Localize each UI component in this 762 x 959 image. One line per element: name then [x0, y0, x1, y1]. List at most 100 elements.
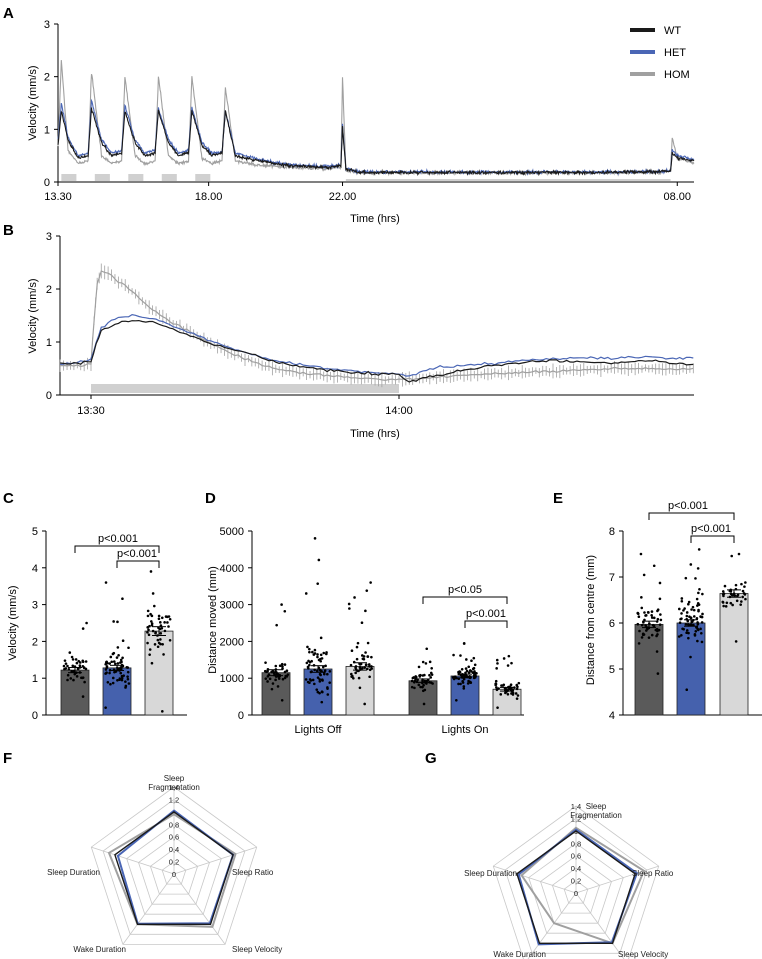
panel-c-data-point [63, 659, 67, 662]
panel-c-data-point [75, 661, 79, 665]
panel-d-data-point [271, 682, 275, 685]
panel-d-data-point [366, 655, 370, 658]
panel-label-f: F [3, 750, 12, 767]
panel-d-data-point [328, 681, 332, 684]
panel-c-y-tick-label: 5 [32, 526, 38, 538]
panel-d-data-point [517, 681, 521, 685]
panel-d-data-point [281, 665, 284, 668]
panel-c-y-tick-label: 4 [32, 563, 38, 575]
panel-e-y-tick-label: 8 [609, 526, 615, 538]
panel-c-data-point [166, 615, 169, 619]
panel-c-data-point [68, 651, 72, 654]
panel-d-data-point [413, 686, 416, 690]
panel-e-data-point [729, 601, 733, 605]
panel-d-data-point [311, 678, 315, 682]
panel-c-bar-wt [60, 669, 90, 716]
panel-g-grid-ring [504, 817, 648, 954]
panel-d-data-point [510, 692, 514, 695]
panel-f-grid-ring [138, 836, 210, 905]
panel-d-significance-bracket [464, 620, 508, 628]
panel-c-data-point [120, 676, 124, 680]
panel-d-data-point [504, 691, 507, 695]
panel-d-data-point [364, 663, 368, 667]
panel-e-p-value-2: p<0.001 [691, 523, 731, 535]
panel-f-grid-spoke [91, 846, 175, 875]
panel-e-significance-bracket [690, 535, 735, 543]
panel-d-data-point [418, 674, 421, 677]
panel-c-data-point [149, 612, 152, 616]
panel-e-data-point [684, 623, 688, 626]
panel-e-data-point [640, 596, 643, 599]
panel-g-grid-ring [528, 842, 624, 934]
panel-c-data-point [81, 664, 85, 668]
panel-c-data-point [126, 666, 130, 669]
panel-d-data-point [283, 663, 287, 666]
panel-f-grid-ring [90, 786, 258, 945]
panel-d-data-point [362, 655, 366, 658]
panel-c-data-point [124, 680, 127, 683]
panel-e-data-point [643, 611, 646, 614]
panel-c-data-point [115, 656, 119, 659]
panel-d-data-point [515, 687, 519, 691]
panel-e-data-point [656, 617, 660, 621]
panel-c-data-point [148, 653, 151, 656]
panel-c-data-point [127, 646, 130, 650]
panel-d-bar-het [450, 675, 480, 716]
panel-b-x-tick-label: 13:30 [77, 405, 105, 417]
panel-e-data-point [652, 624, 656, 628]
panel-e-data-point [725, 601, 729, 605]
panel-d-data-point [268, 677, 272, 681]
panel-d-data-point [350, 672, 353, 676]
panel-d-data-point [365, 667, 369, 671]
panel-e-data-point [722, 604, 725, 608]
panel-d-data-point [469, 681, 473, 684]
panel-c-data-point [84, 660, 88, 663]
panel-d-data-point [470, 670, 473, 673]
panel-c-data-point [104, 662, 107, 666]
panel-e-data-point [683, 607, 686, 610]
panel-d-data-point [506, 664, 510, 667]
panel-d-data-point [319, 659, 323, 663]
panel-d-data-point [516, 694, 520, 697]
panel-e-data-point [737, 552, 741, 556]
panel-a-series-het [57, 98, 695, 176]
panel-c-data-point [162, 653, 165, 656]
panel-e-data-point [724, 605, 728, 608]
panel-d-significance-bracket [422, 596, 508, 604]
panel-c-data-point [85, 621, 88, 625]
panel-d-y-tick-label: 5000 [220, 526, 244, 538]
panel-d-data-point [354, 671, 357, 675]
panel-d-data-point [471, 667, 475, 671]
panel-b-y-tick-label: 3 [46, 231, 52, 243]
panel-e-data-point [685, 614, 689, 618]
panel-d-data-point [313, 652, 317, 655]
panel-c-data-point [150, 620, 153, 623]
panel-f-grid-ring [102, 798, 246, 935]
panel-e-data-point [736, 593, 740, 597]
panel-d-data-point [422, 683, 425, 687]
panel-d-data-point [368, 665, 371, 668]
panel-d-data-point [467, 679, 470, 683]
panel-g-grid-spoke [575, 892, 625, 959]
panel-g-r-tick-label: 0 [574, 889, 578, 898]
panel-c-data-point [73, 672, 77, 676]
panel-d-data-point [367, 663, 371, 666]
panel-a-y-tick-label: 1 [44, 124, 50, 136]
panel-e-data-point [722, 592, 726, 596]
panel-d-data-point [414, 677, 417, 681]
panel-c-velocity-bars: Velocity (mm/s) 0 1 2 3 4 5 p<0.001 p<0.001 [7, 526, 187, 722]
panel-e-data-point [678, 621, 682, 624]
panel-d-data-point [354, 666, 357, 670]
panel-c-data-point [159, 642, 162, 646]
panel-d-data-point [316, 655, 319, 659]
panel-d-data-point [326, 687, 329, 690]
panel-f-r-tick-label: 0,4 [169, 845, 179, 854]
panel-c-data-point [112, 651, 116, 655]
panel-c-data-point [146, 614, 150, 618]
panel-c-data-point [151, 629, 155, 633]
panel-c-data-point [69, 677, 73, 680]
panel-f-series-hom [107, 813, 237, 928]
panel-e-data-point [730, 554, 734, 558]
panel-d-data-point [283, 670, 287, 674]
panel-f-r-tick-label: 0,6 [169, 833, 179, 842]
